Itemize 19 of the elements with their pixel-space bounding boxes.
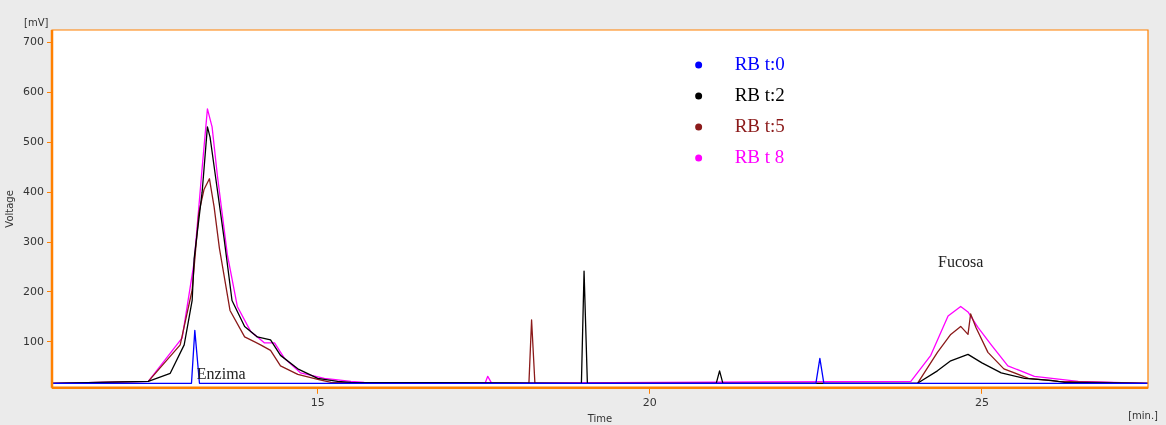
- y-tick-label: 600: [23, 85, 44, 99]
- y-tick-label: 500: [23, 135, 44, 149]
- y-tick-label: 300: [23, 234, 44, 248]
- y-tick-label: 200: [23, 284, 44, 298]
- x-axis-title: Time: [586, 412, 613, 424]
- legend-label: RB t:2: [734, 83, 785, 105]
- y-tick-label: 400: [23, 185, 44, 199]
- x-tick-label: 15: [310, 396, 325, 410]
- legend-label: RB t:0: [734, 52, 785, 74]
- annotation: Fucosa: [938, 252, 984, 270]
- text: [min.]: [1128, 409, 1159, 421]
- legend-label: RB t:5: [734, 114, 785, 136]
- y-tick-label: 100: [23, 334, 44, 348]
- x-tick-label: 25: [974, 396, 989, 410]
- y-axis-title: Voltage: [3, 190, 15, 228]
- y-tick-label: 700: [23, 35, 44, 49]
- legend-label: RB t 8: [734, 145, 785, 167]
- x-tick-label: 20: [642, 396, 657, 410]
- text: [mV]: [24, 16, 49, 28]
